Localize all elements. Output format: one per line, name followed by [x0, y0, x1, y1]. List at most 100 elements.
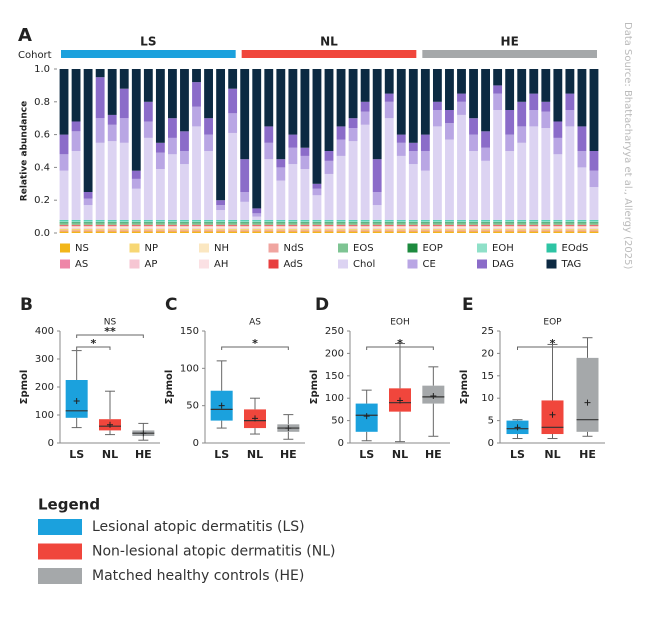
- bar-segment: [336, 226, 346, 228]
- bar-segment: [180, 223, 189, 225]
- bar-segment: [276, 228, 286, 229]
- bar-segment: [168, 223, 177, 225]
- bar-segment: [252, 223, 262, 225]
- legend-label: CE: [423, 259, 436, 270]
- bar-segment: [143, 219, 153, 221]
- bar-segment: [553, 220, 563, 223]
- bar-segment: [288, 219, 298, 221]
- bar-segment: [119, 222, 129, 224]
- cohort-bar: [422, 50, 597, 58]
- bar-segment: [457, 219, 466, 221]
- bar-segment: [336, 227, 346, 229]
- x-tick-label: NL: [544, 448, 560, 461]
- legend-label: NP: [145, 243, 159, 254]
- bar-segment: [264, 69, 274, 127]
- bar-segment: [432, 69, 442, 102]
- bar-segment: [457, 220, 466, 223]
- legend-label: EOH: [492, 243, 514, 254]
- bar-segment: [469, 224, 478, 226]
- bar-segment: [529, 69, 539, 94]
- bar-segment: [59, 228, 69, 231]
- bar-segment: [312, 223, 322, 225]
- y-tick-label: 0: [48, 438, 54, 449]
- bar-segment: [336, 230, 346, 232]
- bar-segment: [384, 118, 394, 220]
- bar-segment: [348, 220, 358, 223]
- bar-segment: [180, 69, 189, 132]
- bar-segment: [131, 226, 141, 228]
- bar-segment: [529, 222, 539, 224]
- bar-segment: [541, 228, 551, 229]
- bar-segment: [252, 69, 262, 209]
- bar-segment: [168, 224, 177, 226]
- bar-segment: [565, 222, 575, 224]
- bar-segment: [553, 228, 563, 229]
- bar-segment: [481, 160, 490, 220]
- bar-segment: [589, 228, 599, 229]
- bar-segment: [240, 159, 250, 192]
- bar-segment: [83, 220, 93, 223]
- bar-segment: [71, 224, 81, 226]
- bar-segment: [83, 205, 93, 220]
- bar-segment: [577, 225, 587, 227]
- bar-segment: [59, 227, 69, 229]
- y-tick-label: 150: [180, 326, 199, 337]
- bar-segment: [324, 230, 334, 232]
- bar-segment: [180, 224, 189, 226]
- bar-segment: [83, 222, 93, 224]
- bar-segment: [469, 223, 478, 225]
- bar-segment: [336, 223, 346, 225]
- bar-segment: [228, 228, 238, 229]
- bar-segment: [155, 227, 165, 229]
- bar-segment: [372, 219, 382, 221]
- bar-segment: [324, 227, 334, 229]
- bar-segment: [445, 227, 454, 229]
- bar-segment: [312, 228, 322, 231]
- bar-segment: [228, 231, 238, 233]
- legend-label: NdS: [284, 243, 304, 254]
- y-tick-label: 50: [331, 416, 344, 427]
- bar-segment: [83, 226, 93, 228]
- bar-segment: [348, 69, 358, 119]
- bar-segment: [168, 154, 177, 220]
- bar-segment: [396, 230, 406, 232]
- bar-segment: [529, 220, 539, 223]
- bar-segment: [143, 225, 153, 227]
- bar-segment: [529, 227, 539, 229]
- bar-segment: [360, 223, 370, 225]
- bar-segment: [264, 222, 274, 224]
- bar-segment: [493, 69, 503, 86]
- bar-segment: [264, 219, 274, 221]
- bar-segment: [445, 219, 454, 221]
- bar-segment: [240, 201, 250, 220]
- bar-segment: [577, 228, 587, 231]
- bar-segment: [228, 223, 238, 225]
- bar-segment: [107, 141, 117, 220]
- bar-segment: [95, 226, 105, 228]
- bar-segment: [432, 228, 442, 231]
- legend-label: AH: [214, 259, 228, 270]
- bar-segment: [192, 230, 201, 232]
- legend-swatch: [407, 259, 418, 269]
- bar-segment: [372, 222, 382, 224]
- bar-segment: [360, 220, 370, 223]
- bar-segment: [445, 228, 454, 231]
- x-tick-label: LS: [359, 448, 374, 461]
- bar-segment: [83, 69, 93, 192]
- bar-segment: [107, 114, 117, 125]
- bar-segment: [589, 223, 599, 225]
- bar-segment: [131, 223, 141, 225]
- bar-segment: [288, 224, 298, 226]
- y-tick-label: 0.8: [34, 97, 50, 108]
- bar-segment: [155, 152, 165, 170]
- bar-segment: [505, 110, 515, 135]
- bar-segment: [396, 69, 406, 135]
- panel-letter: A: [18, 25, 32, 46]
- bar-segment: [348, 118, 358, 129]
- bar-segment: [180, 164, 189, 220]
- bar-segment: [541, 224, 551, 226]
- bar-segment: [216, 226, 226, 228]
- bar-segment: [155, 169, 165, 220]
- x-tick-label: LS: [510, 448, 525, 461]
- bar-segment: [493, 220, 503, 223]
